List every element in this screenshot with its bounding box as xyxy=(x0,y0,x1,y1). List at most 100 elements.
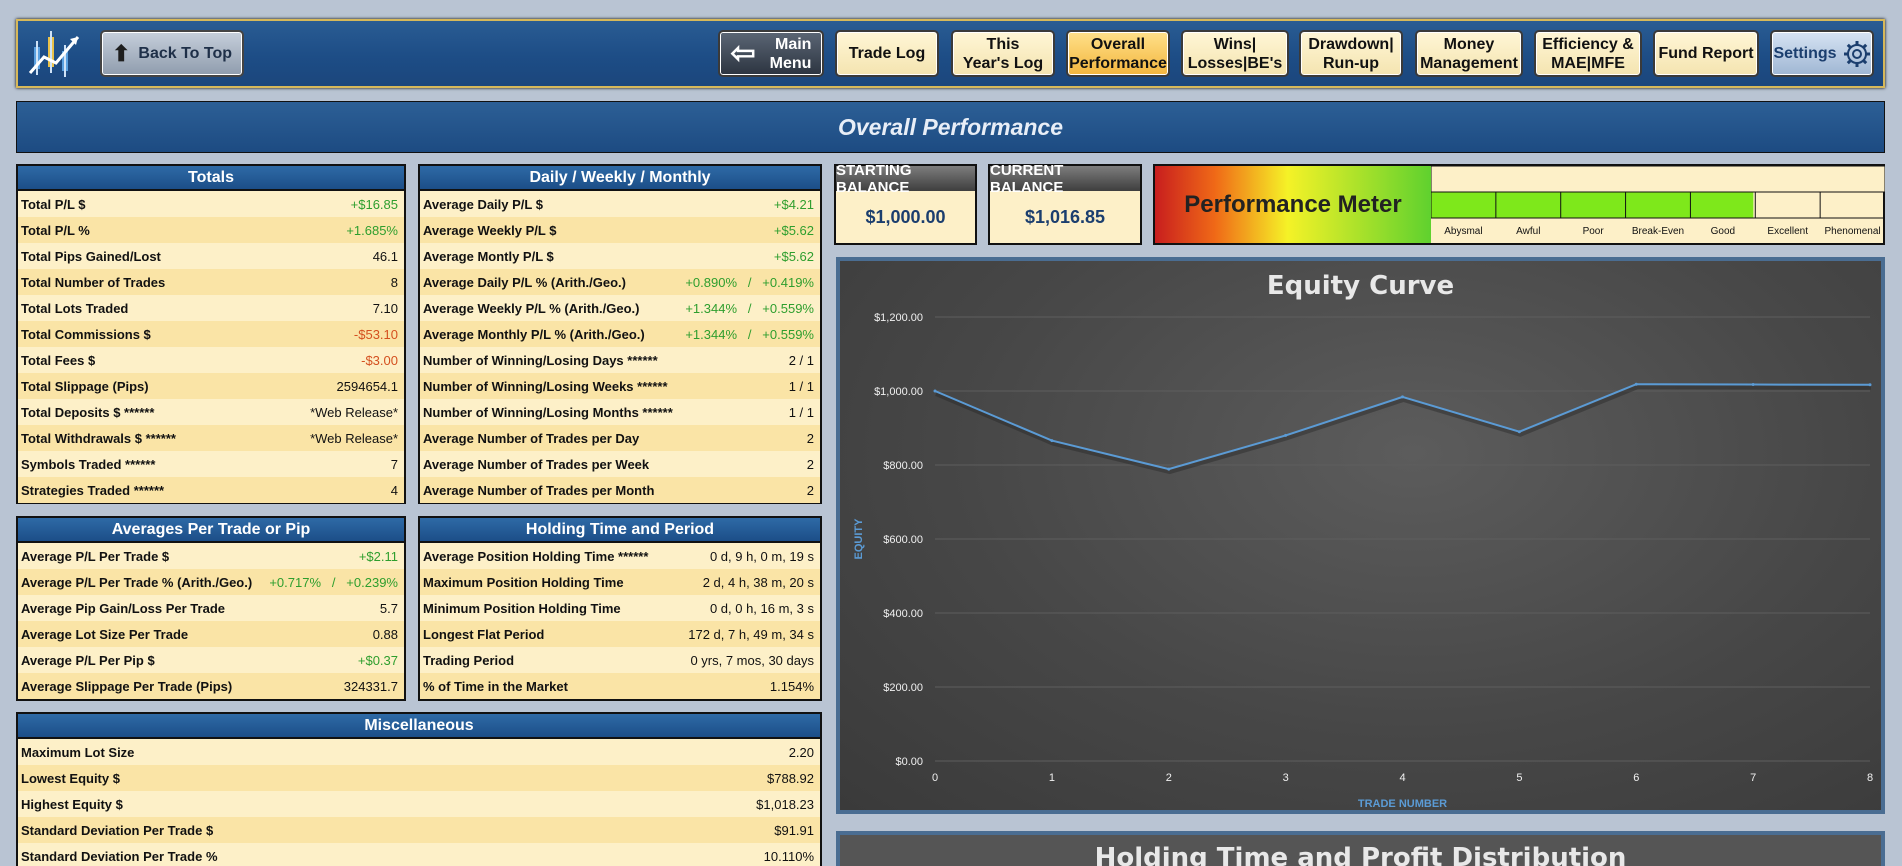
top-nav-bar: ⬆ Back To Top ⇦ Main Menu Trade Log This… xyxy=(16,19,1885,88)
stat-label: Maximum Lot Size xyxy=(21,744,135,760)
x-tick-label: 3 xyxy=(1283,772,1289,784)
stat-label: Minimum Position Holding Time xyxy=(423,600,621,616)
settings-button[interactable]: Settings xyxy=(1770,30,1874,77)
stat-label: Average Pip Gain/Loss Per Trade xyxy=(21,600,225,616)
money-management-label-2: Management xyxy=(1420,54,1518,72)
stat-row: Average P/L Per Trade % (Arith./Geo.) +0.… xyxy=(18,569,404,595)
efficiency-mae-mfe-button[interactable]: Efficiency & MAE|MFE xyxy=(1534,30,1642,77)
starting-balance-label: STARTING BALANCE xyxy=(836,162,975,196)
gear-icon xyxy=(1843,40,1870,67)
stat-row: Average P/L Per Pip $ +$0.37 xyxy=(18,647,404,673)
stat-value: +$5.62 xyxy=(773,248,814,264)
stat-row: Total Number of Trades 8 xyxy=(18,269,404,295)
equity-point xyxy=(1401,395,1404,399)
main-menu-button[interactable]: ⇦ Main Menu xyxy=(718,30,824,77)
app-logo-icon xyxy=(28,31,80,77)
stat-value: 1 / 1 xyxy=(788,378,814,394)
back-to-top-button[interactable]: ⬆ Back To Top xyxy=(100,30,244,77)
drawdown-runup-button[interactable]: Drawdown| Run-up xyxy=(1299,30,1403,77)
current-balance-box: CURRENT BALANCE $1,016.85 xyxy=(988,162,1142,245)
x-axis-label: TRADE NUMBER xyxy=(1358,798,1447,810)
stat-row: Average Weekly P/L % (Arith./Geo.) +1.344… xyxy=(420,295,820,321)
x-tick-label: 4 xyxy=(1399,772,1405,784)
stat-label: Average Lot Size Per Trade xyxy=(21,626,189,642)
wins-losses-button[interactable]: Wins| Losses|BE's xyxy=(1181,30,1289,77)
overall-performance-label-1: Overall xyxy=(1090,35,1146,53)
this-years-log-button[interactable]: This Year's Log xyxy=(951,30,1055,77)
stat-label: Maximum Position Holding Time xyxy=(423,574,624,590)
stat-label: Number of Winning/Losing Months ****** xyxy=(423,404,673,420)
overall-performance-button[interactable]: Overall Performance xyxy=(1066,30,1170,77)
stat-value: +0.890% / +0.419% xyxy=(685,274,814,290)
starting-balance-box: STARTING BALANCE $1,000.00 xyxy=(834,162,977,245)
y-tick-label: $400.00 xyxy=(883,608,923,620)
stat-label: Average P/L Per Trade $ xyxy=(21,548,170,564)
stat-value: 10.110% xyxy=(763,848,814,864)
this-years-log-label-1: This xyxy=(986,35,1020,53)
stat-row: Average Pip Gain/Loss Per Trade 5.7 xyxy=(18,595,404,621)
money-management-label-1: Money xyxy=(1443,35,1495,53)
x-tick-label: 7 xyxy=(1750,772,1756,784)
stat-row: Number of Winning/Losing Days ****** 2 / … xyxy=(420,347,820,373)
stat-value: 2 d, 4 h, 38 m, 20 s xyxy=(702,574,814,590)
dwm-header: Daily / Weekly / Monthly xyxy=(420,166,820,191)
holding-header: Holding Time and Period xyxy=(420,518,820,543)
stat-label: Highest Equity $ xyxy=(21,796,123,812)
stat-label: Average Daily P/L $ xyxy=(423,196,543,212)
stat-row: Strategies Traded ****** 4 xyxy=(18,477,404,503)
stat-value: +$16.85 xyxy=(350,196,398,212)
totals-panel: Totals Total P/L $ +$16.85 Total P/L % +1.6… xyxy=(16,164,406,504)
wins-losses-label-1: Wins| xyxy=(1213,35,1257,53)
trade-log-label: Trade Log xyxy=(848,45,926,62)
trade-log-button[interactable]: Trade Log xyxy=(835,30,939,77)
stat-row: Average Number of Trades per Day 2 xyxy=(420,425,820,451)
stat-value: 0 d, 9 h, 0 m, 19 s xyxy=(709,548,814,564)
stat-row: % of Time in the Market 1.154% xyxy=(420,673,820,699)
stat-row: Standard Deviation Per Trade $ $91.91 xyxy=(18,817,820,843)
stat-label: Trading Period xyxy=(423,652,515,668)
main-menu-label-1: Main xyxy=(775,35,812,53)
stat-label: Average Number of Trades per Month xyxy=(423,482,655,498)
stat-label: Average Montly P/L $ xyxy=(423,248,554,264)
arrow-left-icon: ⇦ xyxy=(730,37,756,70)
fund-report-button[interactable]: Fund Report xyxy=(1653,30,1759,77)
stat-row: Longest Flat Period 172 d, 7 h, 49 m, 34 … xyxy=(420,621,820,647)
meter-level-label: Excellent xyxy=(1767,226,1808,237)
stat-label: Total Fees $ xyxy=(21,352,96,368)
back-to-top-label: Back To Top xyxy=(138,45,233,62)
stat-label: Total Number of Trades xyxy=(21,274,166,290)
stat-row: Lowest Equity $ $788.92 xyxy=(18,765,820,791)
equity-point xyxy=(933,389,937,393)
stat-label: Total Pips Gained/Lost xyxy=(21,248,161,264)
stat-value: 5.7 xyxy=(379,600,398,616)
stat-value: -$3.00 xyxy=(361,352,398,368)
y-tick-label: $800.00 xyxy=(883,460,923,472)
y-tick-label: $600.00 xyxy=(883,534,923,546)
equity-curve-chart-panel: Equity Curve $0.00 $200.00 $400.00 $600.00 $… xyxy=(836,257,1885,814)
stat-row: Total Slippage (Pips) 2594654.1 xyxy=(18,373,404,399)
stat-label: Strategies Traded ****** xyxy=(21,482,165,498)
misc-header: Miscellaneous xyxy=(18,714,820,739)
meter-fill xyxy=(1431,192,1754,218)
stat-value: 1.154% xyxy=(769,678,814,694)
y-tick-label: $1,200.00 xyxy=(874,312,923,324)
efficiency-label-2: MAE|MFE xyxy=(1551,54,1625,72)
stat-value: 0 yrs, 7 mos, 30 days xyxy=(690,652,814,668)
meter-level-label: Good xyxy=(1711,226,1735,237)
stat-row: Maximum Lot Size 2.20 xyxy=(18,739,820,765)
stat-label: Total P/L % xyxy=(21,222,90,238)
stat-label: Total Slippage (Pips) xyxy=(21,378,149,394)
stat-row: Maximum Position Holding Time 2 d, 4 h, 3… xyxy=(420,569,820,595)
daily-weekly-monthly-panel: Daily / Weekly / Monthly Average Daily P… xyxy=(418,164,822,504)
stat-row: Average P/L Per Trade $ +$2.11 xyxy=(18,543,404,569)
dwm-rows: Average Daily P/L $ +$4.21 Average Weekly … xyxy=(420,191,820,503)
stat-row: Number of Winning/Losing Weeks ****** 1 /… xyxy=(420,373,820,399)
stat-value: 2 xyxy=(806,482,814,498)
equity-point xyxy=(1167,467,1171,471)
stat-value: $1,018.23 xyxy=(756,796,814,812)
meter-level-label: Abysmal xyxy=(1444,226,1482,237)
stat-value: -$53.10 xyxy=(353,326,398,342)
money-management-button[interactable]: Money Management xyxy=(1415,30,1523,77)
x-tick-label: 8 xyxy=(1867,772,1873,784)
meter-level-label: Awful xyxy=(1516,226,1540,237)
